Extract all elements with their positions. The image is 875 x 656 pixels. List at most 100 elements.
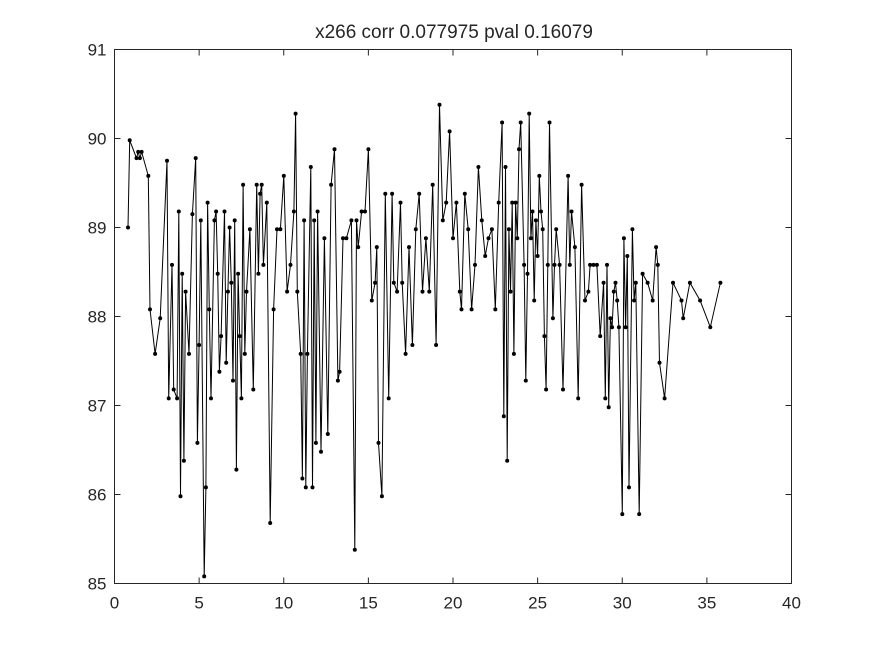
data-point — [605, 262, 609, 267]
x-tick-label: 25 — [528, 594, 547, 613]
data-point — [136, 149, 141, 154]
data-point — [373, 280, 378, 285]
y-tick-label: 85 — [88, 575, 107, 594]
data-point — [293, 111, 298, 116]
data-point — [148, 307, 152, 312]
data-point — [239, 396, 244, 401]
data-point — [576, 396, 581, 401]
y-tick-label: 87 — [88, 397, 107, 416]
x-tick-label: 20 — [444, 594, 463, 613]
data-point — [227, 225, 232, 230]
data-point — [623, 325, 628, 330]
data-point — [241, 182, 246, 187]
data-point — [645, 280, 650, 285]
data-point — [513, 200, 518, 205]
data-point — [542, 334, 547, 339]
data-point — [407, 245, 411, 250]
data-point — [281, 173, 286, 178]
data-point — [537, 173, 542, 178]
data-point — [457, 289, 462, 294]
data-point — [190, 212, 195, 217]
data-point — [506, 227, 511, 232]
chart-title: x266 corr 0.077975 pval 0.16079 — [315, 22, 593, 43]
y-tick-label: 91 — [88, 41, 107, 60]
data-point — [554, 227, 559, 232]
data-point — [650, 298, 655, 303]
data-point — [557, 262, 562, 267]
data-point — [376, 440, 381, 445]
data-point — [183, 289, 188, 294]
data-point — [325, 432, 330, 436]
data-point — [224, 360, 229, 365]
y-tick-label: 88 — [88, 308, 107, 327]
data-point — [170, 262, 174, 267]
data-point — [264, 200, 269, 205]
data-point — [655, 262, 660, 267]
data-point — [259, 182, 264, 187]
data-point — [473, 262, 477, 267]
x-tick-label: 40 — [782, 594, 801, 613]
data-point — [566, 173, 571, 178]
data-point — [254, 182, 259, 187]
data-point — [383, 191, 388, 196]
data-point — [616, 325, 621, 330]
data-point — [298, 351, 303, 356]
data-point — [187, 351, 191, 356]
data-point — [561, 387, 565, 392]
data-point — [232, 218, 237, 223]
y-axis-ticks: 85 86 87 88 89 90 91 — [88, 41, 792, 594]
data-point — [341, 236, 345, 241]
data-point — [366, 147, 371, 152]
data-point — [500, 120, 505, 125]
data-point — [126, 225, 130, 230]
data-point — [515, 236, 520, 241]
data-point — [236, 271, 241, 276]
data-point — [300, 476, 305, 481]
data-point — [165, 158, 169, 163]
data-point — [176, 209, 181, 214]
x-tick-label: 35 — [697, 594, 716, 613]
data-point — [567, 262, 572, 267]
data-point — [501, 414, 506, 419]
data-point — [203, 485, 208, 490]
data-point — [303, 485, 308, 490]
data-point — [193, 156, 198, 161]
data-point — [427, 289, 432, 294]
data-point — [451, 236, 455, 241]
data-point — [344, 236, 349, 241]
data-point — [202, 574, 207, 579]
data-point — [483, 254, 488, 258]
data-point — [486, 236, 491, 241]
data-point — [291, 209, 296, 214]
data-point — [687, 280, 692, 285]
data-point — [469, 307, 474, 312]
data-point — [528, 236, 533, 241]
data-point — [476, 165, 481, 169]
data-point — [329, 182, 334, 187]
data-point — [268, 521, 273, 525]
data-point — [137, 156, 142, 161]
data-point — [434, 343, 439, 347]
data-point — [540, 227, 545, 232]
data-point — [166, 396, 171, 401]
data-point — [134, 156, 139, 161]
data-point — [315, 209, 320, 214]
data-point — [146, 173, 151, 178]
data-point — [305, 351, 310, 356]
data-point — [588, 262, 593, 267]
data-point — [583, 298, 587, 303]
data-point — [242, 351, 247, 356]
data-point — [662, 396, 667, 401]
data-point — [354, 218, 359, 223]
data-point — [535, 254, 540, 258]
data-point — [285, 289, 290, 294]
data-point — [237, 334, 242, 339]
data-point — [181, 458, 186, 463]
data-point — [496, 200, 501, 205]
data-point — [349, 218, 354, 223]
data-point — [207, 307, 212, 312]
data-point — [611, 289, 616, 294]
data-point — [271, 307, 276, 312]
data-point — [308, 165, 313, 169]
data-point — [139, 149, 144, 154]
